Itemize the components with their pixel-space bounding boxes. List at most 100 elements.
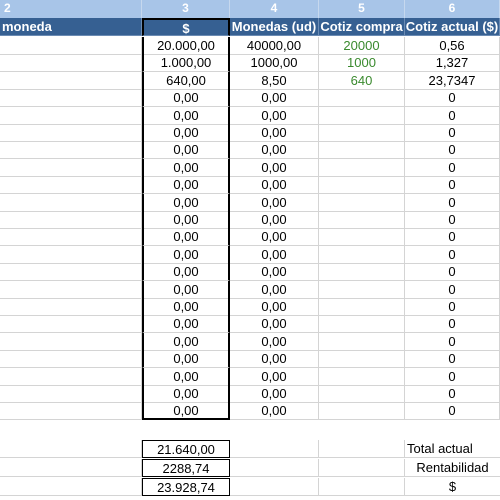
name-cell[interactable] <box>0 211 142 229</box>
current-price-cell[interactable]: 0 <box>405 263 500 282</box>
buy-price-cell[interactable] <box>319 193 405 212</box>
buy-price-cell[interactable]: 20000 <box>319 37 405 55</box>
current-price-cell[interactable]: 0 <box>405 402 500 421</box>
usd-cell[interactable]: 0,00 <box>142 124 230 142</box>
current-price-cell[interactable]: 0 <box>405 332 500 351</box>
buy-price-cell[interactable] <box>319 385 405 403</box>
buy-price-cell[interactable] <box>319 141 405 160</box>
current-price-cell[interactable]: 0 <box>405 315 500 334</box>
header-cell-moneda[interactable]: moneda <box>0 18 142 36</box>
summary-value-cell[interactable]: 2288,74 <box>142 459 230 477</box>
name-cell[interactable] <box>0 158 142 177</box>
current-price-cell[interactable]: 0 <box>405 245 500 264</box>
column-number[interactable]: 4 <box>230 0 319 18</box>
name-cell[interactable] <box>0 54 142 73</box>
buy-price-cell[interactable] <box>319 228 405 247</box>
summary-label-cell[interactable]: Rentabilidad <box>405 459 500 477</box>
units-cell[interactable]: 0,00 <box>230 89 319 108</box>
name-cell[interactable] <box>0 37 142 55</box>
name-cell[interactable] <box>0 402 142 421</box>
units-cell[interactable]: 0,00 <box>230 106 319 125</box>
usd-cell[interactable]: 0,00 <box>142 245 230 264</box>
name-cell[interactable] <box>0 263 142 282</box>
units-cell[interactable]: 0,00 <box>230 385 319 403</box>
units-cell[interactable]: 0,00 <box>230 298 319 316</box>
current-price-cell[interactable]: 23,7347 <box>405 71 500 90</box>
name-cell[interactable] <box>0 245 142 264</box>
units-cell[interactable]: 0,00 <box>230 332 319 351</box>
column-number[interactable]: 5 <box>319 0 405 18</box>
units-cell[interactable]: 1000,00 <box>230 54 319 73</box>
current-price-cell[interactable]: 0 <box>405 211 500 229</box>
header-cell-units[interactable]: Monedas (ud) <box>230 18 319 36</box>
usd-cell[interactable]: 0,00 <box>142 263 230 282</box>
header-cell-buy-price[interactable]: Cotiz compra <box>319 18 405 36</box>
empty-cell[interactable] <box>319 459 405 477</box>
buy-price-cell[interactable] <box>319 350 405 369</box>
empty-cell[interactable] <box>230 478 319 496</box>
header-cell-usd[interactable]: $ <box>142 18 230 36</box>
usd-cell[interactable]: 0,00 <box>142 193 230 212</box>
units-cell[interactable]: 0,00 <box>230 176 319 195</box>
usd-cell[interactable]: 0,00 <box>142 332 230 351</box>
usd-cell[interactable]: 0,00 <box>142 158 230 177</box>
buy-price-cell[interactable] <box>319 280 405 299</box>
units-cell[interactable]: 40000,00 <box>230 37 319 55</box>
empty-cell[interactable] <box>0 478 142 496</box>
current-price-cell[interactable]: 0 <box>405 385 500 403</box>
usd-cell[interactable]: 0,00 <box>142 141 230 160</box>
empty-cell[interactable] <box>0 440 142 458</box>
usd-cell[interactable]: 0,00 <box>142 350 230 369</box>
usd-cell[interactable]: 0,00 <box>142 89 230 108</box>
units-cell[interactable]: 8,50 <box>230 71 319 90</box>
buy-price-cell[interactable] <box>319 332 405 351</box>
buy-price-cell[interactable] <box>319 158 405 177</box>
current-price-cell[interactable]: 0 <box>405 106 500 125</box>
usd-cell[interactable]: 0,00 <box>142 176 230 195</box>
current-price-cell[interactable]: 0 <box>405 124 500 142</box>
current-price-cell[interactable]: 0 <box>405 350 500 369</box>
units-cell[interactable]: 0,00 <box>230 315 319 334</box>
units-cell[interactable]: 0,00 <box>230 228 319 247</box>
current-price-cell[interactable]: 0 <box>405 89 500 108</box>
units-cell[interactable]: 0,00 <box>230 158 319 177</box>
usd-cell[interactable]: 20.000,00 <box>142 37 230 55</box>
column-number[interactable]: 6 <box>405 0 500 18</box>
buy-price-cell[interactable] <box>319 106 405 125</box>
buy-price-cell[interactable] <box>319 89 405 108</box>
units-cell[interactable]: 0,00 <box>230 263 319 282</box>
name-cell[interactable] <box>0 228 142 247</box>
summary-label-cell[interactable]: Total actual <box>405 440 500 458</box>
name-cell[interactable] <box>0 280 142 299</box>
name-cell[interactable] <box>0 332 142 351</box>
buy-price-cell[interactable] <box>319 298 405 316</box>
current-price-cell[interactable]: 0 <box>405 367 500 386</box>
usd-cell[interactable]: 0,00 <box>142 228 230 247</box>
buy-price-cell[interactable] <box>319 176 405 195</box>
name-cell[interactable] <box>0 89 142 108</box>
header-cell-current-price[interactable]: Cotiz actual ($) <box>405 18 500 36</box>
units-cell[interactable]: 0,00 <box>230 402 319 421</box>
current-price-cell[interactable]: 0 <box>405 193 500 212</box>
buy-price-cell[interactable] <box>319 124 405 142</box>
usd-cell[interactable]: 0,00 <box>142 402 230 421</box>
buy-price-cell[interactable] <box>319 211 405 229</box>
units-cell[interactable]: 0,00 <box>230 211 319 229</box>
buy-price-cell[interactable] <box>319 367 405 386</box>
usd-cell[interactable]: 0,00 <box>142 367 230 386</box>
name-cell[interactable] <box>0 106 142 125</box>
units-cell[interactable]: 0,00 <box>230 367 319 386</box>
current-price-cell[interactable]: 0 <box>405 298 500 316</box>
current-price-cell[interactable]: 0 <box>405 141 500 160</box>
buy-price-cell[interactable] <box>319 245 405 264</box>
name-cell[interactable] <box>0 124 142 142</box>
empty-cell[interactable] <box>319 478 405 496</box>
buy-price-cell[interactable] <box>319 263 405 282</box>
empty-cell[interactable] <box>319 440 405 458</box>
summary-label-cell[interactable]: $ <box>405 478 500 496</box>
buy-price-cell[interactable]: 1000 <box>319 54 405 73</box>
empty-cell[interactable] <box>0 459 142 477</box>
name-cell[interactable] <box>0 298 142 316</box>
current-price-cell[interactable]: 0 <box>405 228 500 247</box>
usd-cell[interactable]: 0,00 <box>142 211 230 229</box>
